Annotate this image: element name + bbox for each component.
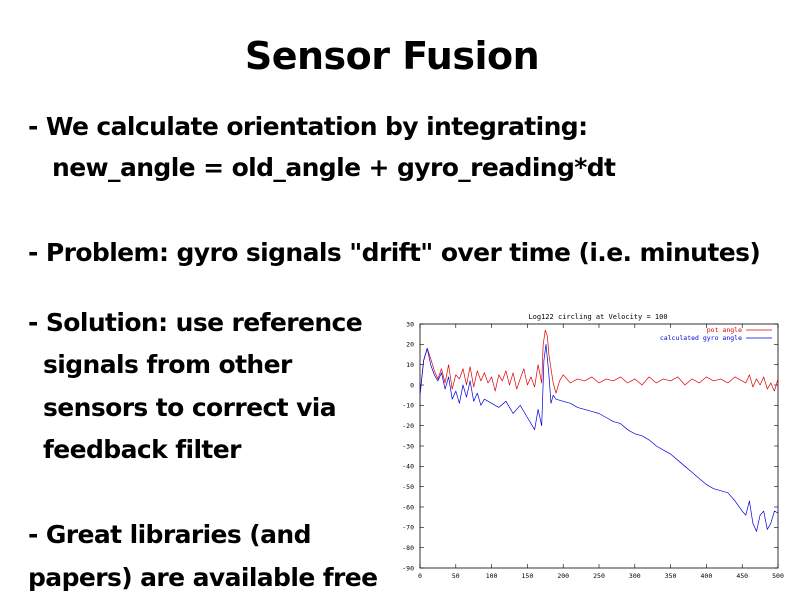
x-tick-label: 50 bbox=[452, 572, 460, 580]
bullet-libraries-line-1: - Great libraries (and bbox=[28, 520, 311, 549]
y-tick-label: -40 bbox=[402, 463, 414, 471]
x-tick-label: 400 bbox=[701, 572, 713, 580]
bullet-solution-line-2: signals from other bbox=[43, 350, 292, 379]
x-tick-label: 300 bbox=[629, 572, 641, 580]
y-tick-label: -90 bbox=[402, 564, 414, 572]
y-tick-label: -50 bbox=[402, 483, 414, 491]
legend: pot angle calculated gyro angle bbox=[660, 326, 772, 342]
series-line-pot-angle bbox=[419, 329, 779, 396]
x-axis: 0 50 100 150 200 250 300 350 400 450 500 bbox=[418, 324, 784, 580]
x-tick-label: 0 bbox=[418, 572, 422, 580]
chart-title: Log122 circling at Velocity = 100 bbox=[528, 313, 667, 321]
bullet-solution-line-4: feedback filter bbox=[43, 435, 241, 464]
y-tick-label: -70 bbox=[402, 524, 414, 532]
x-tick-label: 100 bbox=[486, 572, 498, 580]
series-layer bbox=[419, 329, 779, 532]
integration-formula: new_angle = old_angle + gyro_reading*dt bbox=[52, 153, 616, 182]
slide-title: Sensor Fusion bbox=[244, 34, 540, 78]
x-tick-label: 150 bbox=[522, 572, 534, 580]
bullet-integration: - We calculate orientation by integratin… bbox=[28, 112, 588, 141]
drift-plot: Log122 circling at Velocity = 100 30 20 10… bbox=[402, 313, 784, 580]
series-line-gyro-angle bbox=[419, 343, 779, 532]
y-tick-label: -80 bbox=[402, 544, 414, 552]
legend-label-gyro-angle: calculated gyro angle bbox=[660, 334, 742, 342]
y-tick-label: -30 bbox=[402, 442, 414, 450]
x-tick-label: 450 bbox=[736, 572, 748, 580]
x-tick-label: 500 bbox=[772, 572, 784, 580]
x-tick-label: 350 bbox=[665, 572, 677, 580]
legend-label-pot-angle: pot angle bbox=[707, 326, 742, 334]
y-tick-label: 30 bbox=[406, 320, 414, 328]
bullet-libraries-line-2: papers) are available free bbox=[28, 563, 378, 592]
y-tick-label: 0 bbox=[410, 381, 414, 389]
bullet-solution-line-1: - Solution: use reference bbox=[28, 308, 363, 337]
y-tick-label: 10 bbox=[406, 361, 414, 369]
y-tick-label: -60 bbox=[402, 503, 414, 511]
x-tick-label: 200 bbox=[557, 572, 569, 580]
x-tick-label: 250 bbox=[593, 572, 605, 580]
y-tick-label: -10 bbox=[402, 402, 414, 410]
y-tick-label: 20 bbox=[406, 341, 414, 349]
plot-frame bbox=[419, 323, 779, 569]
y-tick-label: -20 bbox=[402, 422, 414, 430]
y-axis: 30 20 10 0 -10 -20 -30 -40 -50 -60 -70 -80 -90 bbox=[402, 320, 778, 572]
bullet-solution-line-3: sensors to correct via bbox=[43, 393, 337, 422]
bullet-problem: - Problem: gyro signals "drift" over tim… bbox=[28, 238, 761, 267]
